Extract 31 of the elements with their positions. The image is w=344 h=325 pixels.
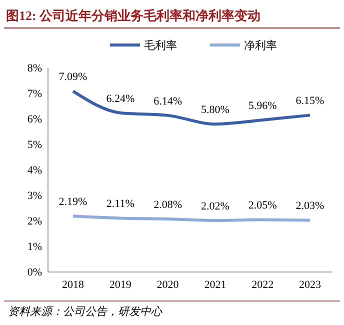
x-tick-label: 2019 [109, 279, 132, 291]
data-label: 2.19% [58, 196, 88, 208]
y-tick-label: 5% [27, 139, 42, 152]
data-label: 6.14% [154, 95, 182, 108]
y-tick-label: 3% [27, 190, 42, 202]
x-tick-label: 2018 [62, 279, 84, 291]
data-label: 6.15% [296, 95, 324, 108]
chart-title: 图12: 公司近年分销业务毛利率和净利率变动 [6, 8, 261, 23]
text: 资料来源：公司公告，研发中心 [8, 305, 163, 318]
x-tick-label: 2020 [156, 279, 180, 291]
legend-label: 毛利率 [144, 39, 177, 52]
y-tick-label: 1% [27, 241, 42, 254]
data-label: 2.02% [200, 200, 230, 212]
y-tick-label: 7% [27, 88, 42, 100]
x-tick-label: 2022 [252, 279, 274, 291]
data-label: 2.11% [106, 198, 134, 210]
x-tick-label: 2023 [299, 279, 322, 291]
y-tick-label: 4% [27, 164, 42, 177]
x-tick-label: 2021 [204, 279, 226, 291]
data-label: 6.24% [106, 92, 135, 105]
data-label: 5.80% [200, 104, 230, 116]
y-tick-label: 2% [27, 216, 42, 228]
y-tick-label: 6% [27, 114, 42, 126]
legend-label: 净利率 [244, 39, 277, 52]
data-label: 2.05% [248, 200, 277, 212]
data-label: 2.03% [296, 200, 324, 212]
data-label: 7.09% [58, 71, 88, 84]
data-label: 2.08% [154, 198, 182, 211]
data-label: 5.96% [248, 100, 277, 112]
y-tick-label: 0% [27, 266, 42, 279]
y-tick-label: 8% [27, 62, 42, 75]
